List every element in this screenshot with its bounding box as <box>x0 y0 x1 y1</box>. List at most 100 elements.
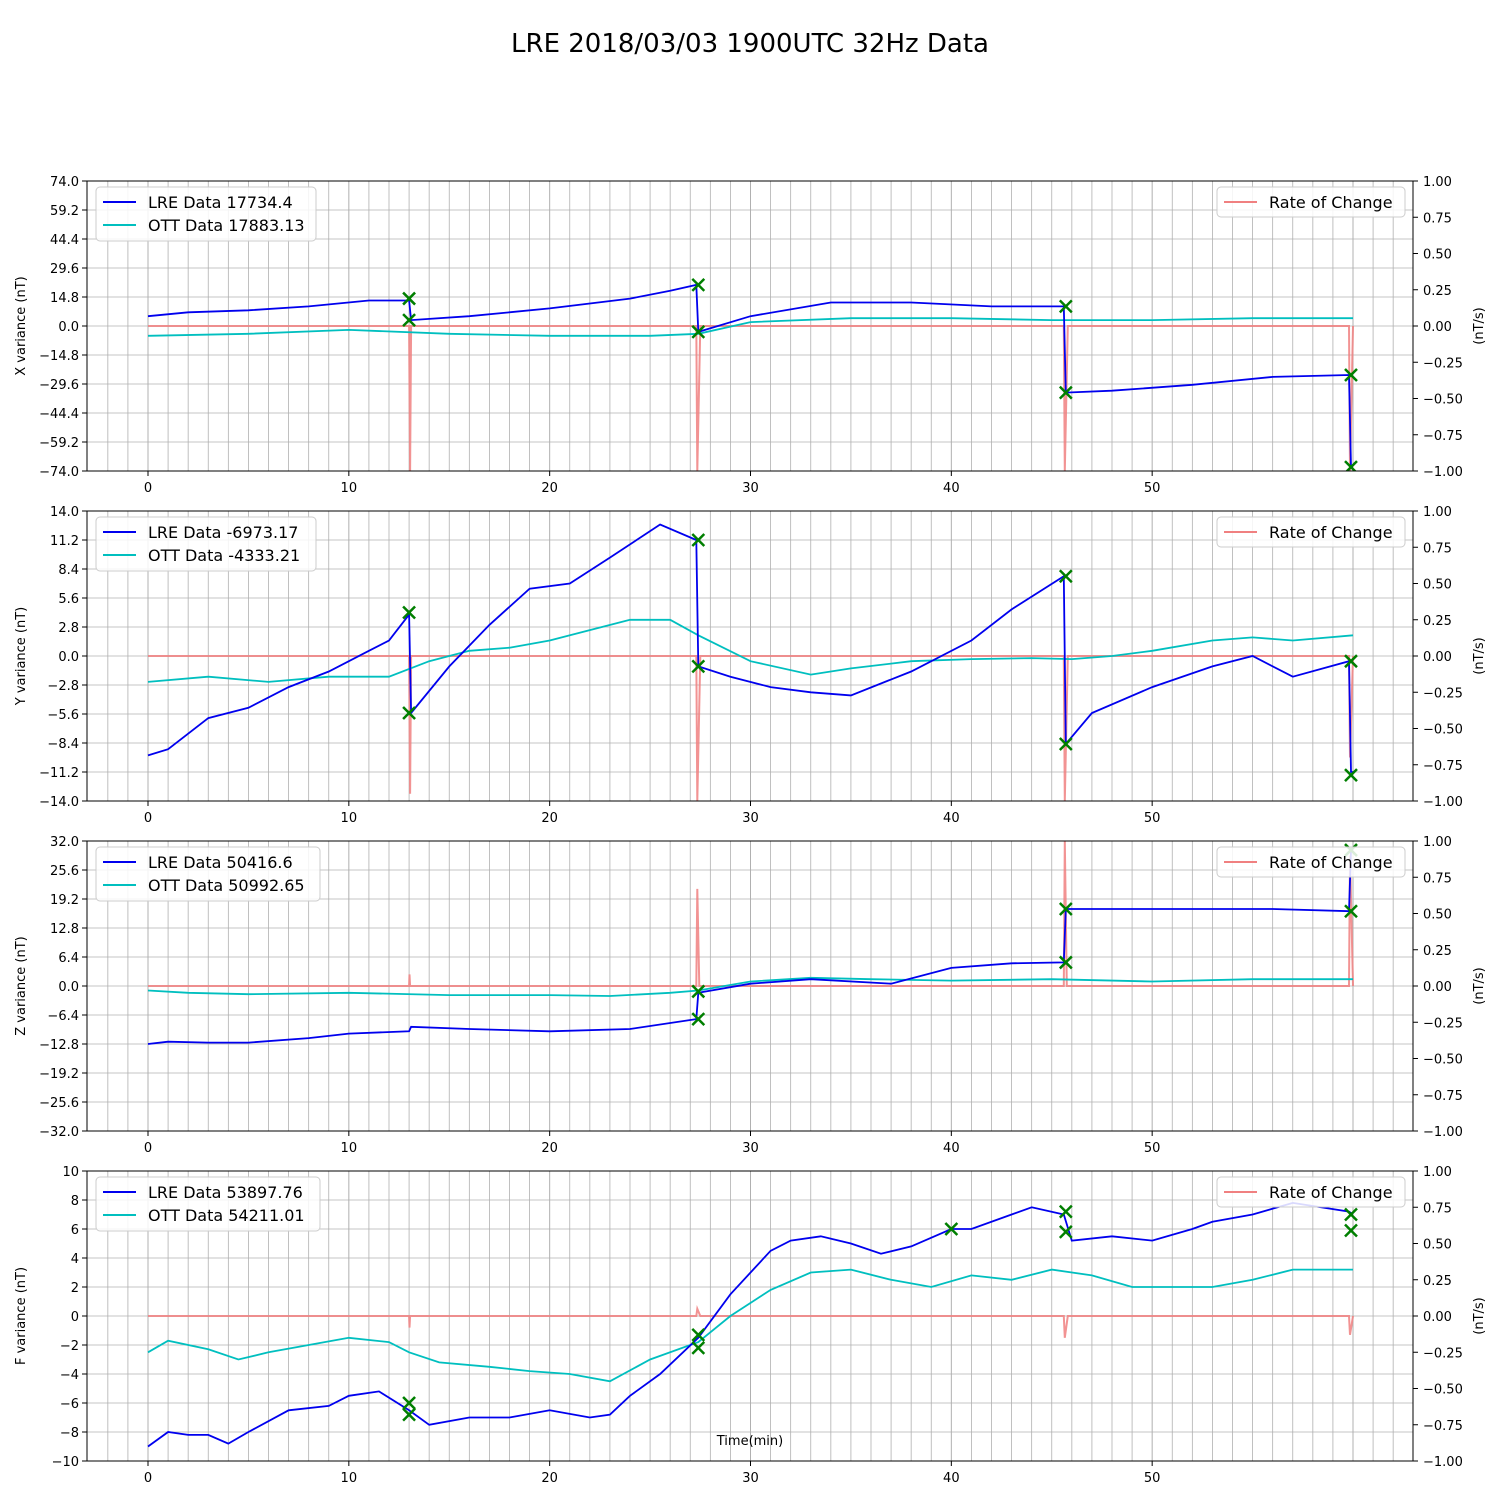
event-marker-stroke <box>402 313 416 328</box>
event-marker <box>1344 904 1358 919</box>
x-tick-label: 40 <box>943 481 960 496</box>
y2-tick-label: −1.00 <box>1423 1125 1463 1140</box>
event-marker-stroke <box>691 659 706 674</box>
y2-axis-label: (nT/s) <box>1472 1297 1487 1334</box>
y-tick-label: −12.8 <box>39 1038 79 1053</box>
y-tick-label: 11.2 <box>50 534 79 549</box>
legend-entry: Rate of Change <box>1269 1183 1393 1202</box>
event-marker <box>691 659 706 674</box>
series-rate-line <box>148 655 1354 801</box>
y-tick-label: −5.6 <box>47 708 79 723</box>
y2-tick-label: −0.75 <box>1423 1089 1463 1104</box>
plot-area <box>147 523 1358 801</box>
y2-tick-label: 0.00 <box>1423 980 1452 995</box>
event-marker-stroke <box>691 984 706 999</box>
y2-tick-label: 1.00 <box>1423 835 1452 850</box>
event-marker <box>691 1341 706 1355</box>
event-marker-stroke <box>691 1327 706 1342</box>
y-tick-label: 44.4 <box>50 233 79 248</box>
y-tick-label: 0.0 <box>58 320 79 335</box>
y-tick-label: 6.4 <box>58 951 79 966</box>
y-tick-label: 12.8 <box>50 922 79 937</box>
x-tick-label: 40 <box>943 811 960 826</box>
series-rate-line <box>148 325 1354 471</box>
legend-entry: Rate of Change <box>1269 523 1393 542</box>
y2-tick-label: −0.75 <box>1423 759 1463 774</box>
event-marker-stroke <box>691 1341 706 1355</box>
chart-title: LRE 2018/03/03 1900UTC 32Hz Data <box>511 29 989 59</box>
y-tick-label: −6.4 <box>47 1009 79 1024</box>
y2-tick-label: 0.00 <box>1423 650 1452 665</box>
y-tick-label: 0 <box>71 1310 79 1325</box>
event-marker-stroke <box>1344 654 1358 669</box>
y2-tick-label: −1.00 <box>1423 1455 1463 1470</box>
y-tick-label: −59.2 <box>39 436 79 451</box>
event-marker-stroke <box>944 1222 959 1236</box>
y-tick-label: −44.4 <box>39 407 79 422</box>
event-marker-stroke <box>1058 569 1073 584</box>
legend-entry: LRE Data 53897.76 <box>148 1183 303 1202</box>
legend-entry: LRE Data -6973.17 <box>148 523 298 542</box>
x-tick-label: 0 <box>144 481 152 496</box>
y2-tick-label: −0.50 <box>1423 723 1463 738</box>
legend-entry: OTT Data 54211.01 <box>148 1206 305 1225</box>
y-tick-label: −32.0 <box>39 1125 79 1140</box>
event-marker <box>1058 955 1073 970</box>
event-marker <box>402 291 416 306</box>
y2-tick-label: 0.25 <box>1423 284 1452 299</box>
y2-tick-label: 0.25 <box>1423 944 1452 959</box>
event-marker <box>1058 1204 1073 1219</box>
y2-tick-label: −0.50 <box>1423 1053 1463 1068</box>
x-tick-label: 0 <box>144 1471 152 1486</box>
y2-tick-label: −0.75 <box>1423 1419 1463 1434</box>
event-marker <box>691 533 706 547</box>
event-marker <box>1058 299 1073 314</box>
event-marker <box>1344 1223 1358 1238</box>
y-tick-label: 8.4 <box>58 563 79 578</box>
x-axis-label: Time(min) <box>716 1434 783 1449</box>
event-marker <box>691 277 706 292</box>
y-axis-label: X variance (nT) <box>14 276 29 375</box>
plot-frame <box>86 1170 1414 1462</box>
y-tick-label: 74.0 <box>50 175 79 190</box>
legend-entry: OTT Data -4333.21 <box>148 546 300 565</box>
legend-entry: OTT Data 17883.13 <box>148 216 305 235</box>
event-marker <box>691 324 706 339</box>
plot-frame <box>86 840 1414 1132</box>
y-axis-label: F variance (nT) <box>14 1267 29 1365</box>
y-tick-label: −2 <box>60 1339 79 1354</box>
legend-entry: Rate of Change <box>1269 853 1393 872</box>
event-marker-stroke <box>1344 1223 1358 1238</box>
event-marker <box>691 1012 706 1026</box>
y2-tick-label: 0.75 <box>1423 871 1452 886</box>
event-marker-stroke <box>402 605 416 620</box>
event-marker-stroke <box>402 1407 416 1422</box>
x-tick-label: 10 <box>341 1141 358 1156</box>
series-rate-line <box>148 1305 1354 1338</box>
plot-frame <box>86 180 1414 472</box>
y2-axis-label: (nT/s) <box>1472 967 1487 1004</box>
legend-entry: LRE Data 50416.6 <box>148 853 293 872</box>
x-tick-label: 10 <box>341 481 358 496</box>
event-marker <box>1058 1225 1073 1239</box>
y-tick-label: −74.0 <box>39 465 79 480</box>
y2-tick-label: 0.50 <box>1423 908 1452 923</box>
event-marker-stroke <box>1058 1204 1073 1219</box>
y-tick-label: 25.6 <box>50 864 79 879</box>
x-tick-label: 40 <box>943 1141 960 1156</box>
panel-3: 32.0 25.6 19.2 12.8 6.4 0.0 −6.4 −12.8 −19.2 −25.… <box>14 835 1487 1156</box>
event-marker-stroke <box>691 533 706 547</box>
event-marker <box>691 1327 706 1342</box>
event-marker <box>1344 768 1358 782</box>
y2-tick-label: −0.50 <box>1423 393 1463 408</box>
y2-tick-label: −0.50 <box>1423 1383 1463 1398</box>
legend-box-right <box>1216 516 1406 548</box>
y-tick-label: −25.6 <box>39 1096 79 1111</box>
y-tick-label: 59.2 <box>50 204 79 219</box>
legend-box <box>95 516 317 572</box>
x-tick-label: 20 <box>541 1141 558 1156</box>
event-marker-stroke <box>1344 1207 1358 1222</box>
y2-tick-label: 0.00 <box>1423 320 1452 335</box>
y2-tick-label: 1.00 <box>1423 505 1452 520</box>
y-tick-label: −14.0 <box>39 795 79 810</box>
